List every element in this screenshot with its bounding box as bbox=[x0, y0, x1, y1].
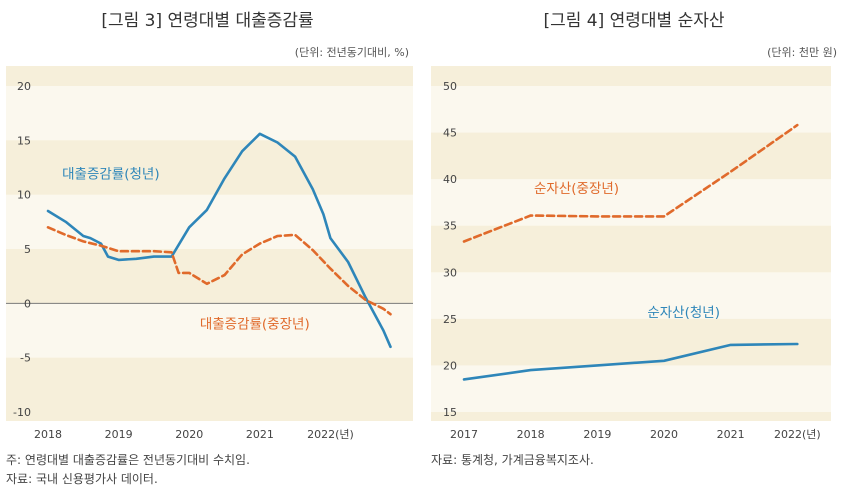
series-line-middle-aged bbox=[462, 123, 799, 243]
series-label: 순자산(청년) bbox=[647, 305, 720, 321]
x-tick-label: 2020 bbox=[650, 428, 678, 441]
grid-band bbox=[431, 179, 831, 226]
x-tick-label: 2021 bbox=[246, 428, 274, 441]
series-line-middle-aged bbox=[46, 226, 392, 316]
x-tick-label: 2018 bbox=[517, 428, 545, 441]
grid-band bbox=[431, 365, 831, 412]
x-tick-label: 2019 bbox=[583, 428, 611, 441]
y-tick-label: 45 bbox=[443, 127, 457, 140]
grid-band bbox=[431, 272, 831, 319]
grid-band bbox=[431, 86, 831, 133]
chart-note: 주: 연령대별 대출증감률은 전년동기대비 수치임. bbox=[6, 453, 250, 467]
chart-panel-left: [그림 3] 연령대별 대출증감률 (단위: 전년동기대비, %) 20 15 10… bbox=[0, 0, 415, 489]
chart-panel-right: [그림 4] 연령대별 순자산 (단위: 천만 원) 50 45 40 35 30 25 2… bbox=[425, 0, 843, 489]
y-tick-label: 25 bbox=[443, 313, 457, 326]
chart-source: 자료: 국내 신용평가사 데이터. bbox=[6, 472, 158, 486]
series-line-youth bbox=[46, 132, 392, 349]
chart-title: [그림 4] 연령대별 순자산 bbox=[543, 11, 725, 31]
y-tick-label: 35 bbox=[443, 220, 457, 233]
x-tick-label: 2022(년) bbox=[774, 428, 821, 441]
series-label: 대출증감률(청년) bbox=[62, 166, 159, 182]
y-tick-label: -5 bbox=[20, 352, 31, 365]
y-tick-label: 30 bbox=[443, 266, 457, 279]
grid-band bbox=[6, 303, 413, 358]
grid-band bbox=[6, 86, 413, 141]
net-assets-chart: 50 45 40 35 30 25 20 15 2017 2018 2019 2020 2021 2022… bbox=[431, 66, 831, 441]
y-tick-label: -10 bbox=[13, 406, 31, 419]
y-tick-label: 20 bbox=[443, 359, 457, 372]
y-tick-label: 5 bbox=[24, 243, 31, 256]
series-label: 순자산(중장년) bbox=[534, 181, 619, 197]
y-tick-label: 50 bbox=[443, 80, 457, 93]
chart-unit: (단위: 전년동기대비, %) bbox=[294, 46, 409, 59]
x-tick-label: 2022(년) bbox=[307, 428, 354, 441]
x-tick-label: 2019 bbox=[105, 428, 133, 441]
y-tick-label: 40 bbox=[443, 173, 457, 186]
x-tick-label: 2021 bbox=[717, 428, 745, 441]
x-tick-label: 2020 bbox=[175, 428, 203, 441]
y-tick-label: 15 bbox=[443, 406, 457, 419]
x-tick-label: 2017 bbox=[450, 428, 478, 441]
y-tick-label: 20 bbox=[17, 80, 31, 93]
y-tick-label: 0 bbox=[24, 297, 31, 310]
chart-unit: (단위: 천만 원) bbox=[767, 46, 837, 59]
series-label: 대출증감률(중장년) bbox=[200, 316, 310, 332]
series-line-youth bbox=[462, 342, 799, 381]
y-tick-label: 10 bbox=[17, 189, 31, 202]
chart-source: 자료: 통계청, 가계금융복지조사. bbox=[431, 453, 594, 467]
chart-title: [그림 3] 연령대별 대출증감률 bbox=[101, 11, 314, 31]
y-tick-label: 15 bbox=[17, 134, 31, 147]
x-tick-label: 2018 bbox=[34, 428, 62, 441]
